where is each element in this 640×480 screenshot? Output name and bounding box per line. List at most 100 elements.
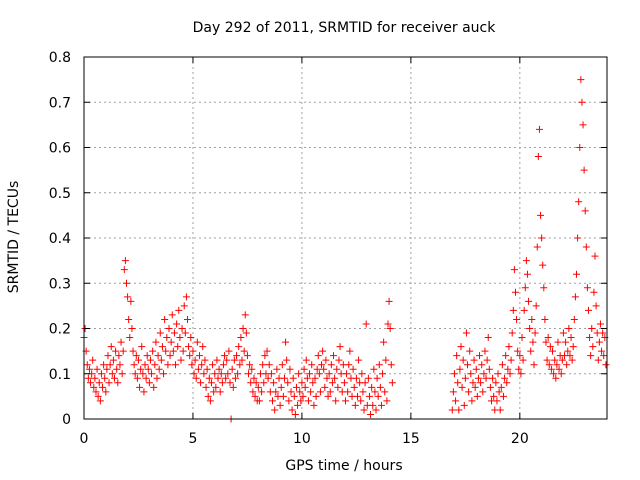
data-point <box>562 338 570 346</box>
data-point <box>113 365 121 373</box>
data-point <box>489 374 497 382</box>
data-point <box>162 347 170 355</box>
data-point <box>383 397 391 405</box>
data-point <box>522 257 530 265</box>
data-point <box>168 311 176 319</box>
data-point <box>563 361 571 369</box>
data-point <box>106 361 114 369</box>
data-point <box>497 383 505 391</box>
data-point <box>511 288 519 296</box>
data-point <box>526 325 534 332</box>
data-point <box>109 356 117 364</box>
data-point <box>248 365 256 373</box>
data-point <box>174 343 182 351</box>
data-point <box>324 392 332 400</box>
data-point <box>301 383 309 391</box>
data-point <box>184 315 192 323</box>
data-point <box>462 329 470 337</box>
data-point <box>578 98 586 106</box>
data-point <box>136 383 144 391</box>
data-point <box>140 388 148 396</box>
data-point <box>476 352 484 360</box>
data-point <box>482 374 490 382</box>
data-point <box>368 383 376 391</box>
data-point <box>154 352 162 360</box>
data-point <box>158 343 166 351</box>
x-tick-label: 0 <box>80 431 89 447</box>
data-point <box>344 388 352 396</box>
data-point <box>521 284 529 292</box>
data-point <box>533 243 541 251</box>
data-point <box>170 329 178 337</box>
data-point <box>359 388 367 396</box>
data-point <box>456 365 464 373</box>
data-point <box>308 361 316 369</box>
data-point <box>479 388 487 396</box>
data-point <box>155 365 163 373</box>
data-point <box>537 211 545 219</box>
data-point <box>214 374 222 382</box>
data-point <box>233 352 241 360</box>
data-point <box>243 352 251 360</box>
data-point <box>311 374 319 382</box>
data-point <box>534 153 542 161</box>
data-point <box>380 338 388 346</box>
data-point <box>115 352 123 360</box>
data-point <box>133 374 141 382</box>
data-point <box>365 392 373 400</box>
data-point <box>478 361 486 369</box>
data-point <box>477 379 485 387</box>
data-point <box>84 374 92 382</box>
data-point <box>343 370 351 378</box>
data-point <box>141 361 149 369</box>
data-point <box>198 361 206 369</box>
data-point <box>298 379 306 387</box>
data-point <box>557 370 565 378</box>
data-point <box>245 370 253 378</box>
data-point <box>577 76 585 84</box>
data-point <box>230 356 238 364</box>
x-tick-label: 15 <box>402 431 420 447</box>
y-tick-label: 0.2 <box>49 322 71 338</box>
data-point <box>189 347 197 355</box>
data-point <box>353 392 361 400</box>
data-point <box>261 352 269 360</box>
data-point <box>559 329 567 337</box>
data-point <box>551 356 559 364</box>
data-point <box>99 383 107 391</box>
y-tick-label: 0 <box>62 412 71 428</box>
data-point <box>185 343 193 351</box>
data-point <box>546 343 554 351</box>
data-point <box>279 392 287 400</box>
data-point <box>357 397 365 405</box>
x-axis-title: GPS time / hours <box>285 458 402 474</box>
data-point <box>520 306 528 314</box>
data-point <box>453 352 461 360</box>
data-point <box>376 383 384 391</box>
data-point <box>321 383 329 391</box>
data-point <box>119 347 127 355</box>
data-point <box>331 374 339 382</box>
data-point <box>209 361 217 369</box>
data-point <box>205 374 213 382</box>
data-point <box>302 356 310 364</box>
data-point <box>290 392 298 400</box>
data-point <box>291 410 299 418</box>
data-point <box>210 388 218 396</box>
data-point <box>197 379 205 387</box>
data-point <box>541 315 549 323</box>
data-point <box>595 338 603 346</box>
data-point <box>566 352 574 360</box>
data-point <box>328 379 336 387</box>
data-point <box>231 374 239 382</box>
data-point <box>225 347 233 355</box>
data-point <box>315 370 323 378</box>
data-point <box>350 383 358 391</box>
data-point <box>216 388 224 396</box>
data-point <box>330 352 338 360</box>
data-point <box>224 370 232 378</box>
data-point <box>460 401 468 409</box>
data-point <box>263 347 271 355</box>
data-point <box>470 356 478 364</box>
data-point <box>355 356 363 364</box>
